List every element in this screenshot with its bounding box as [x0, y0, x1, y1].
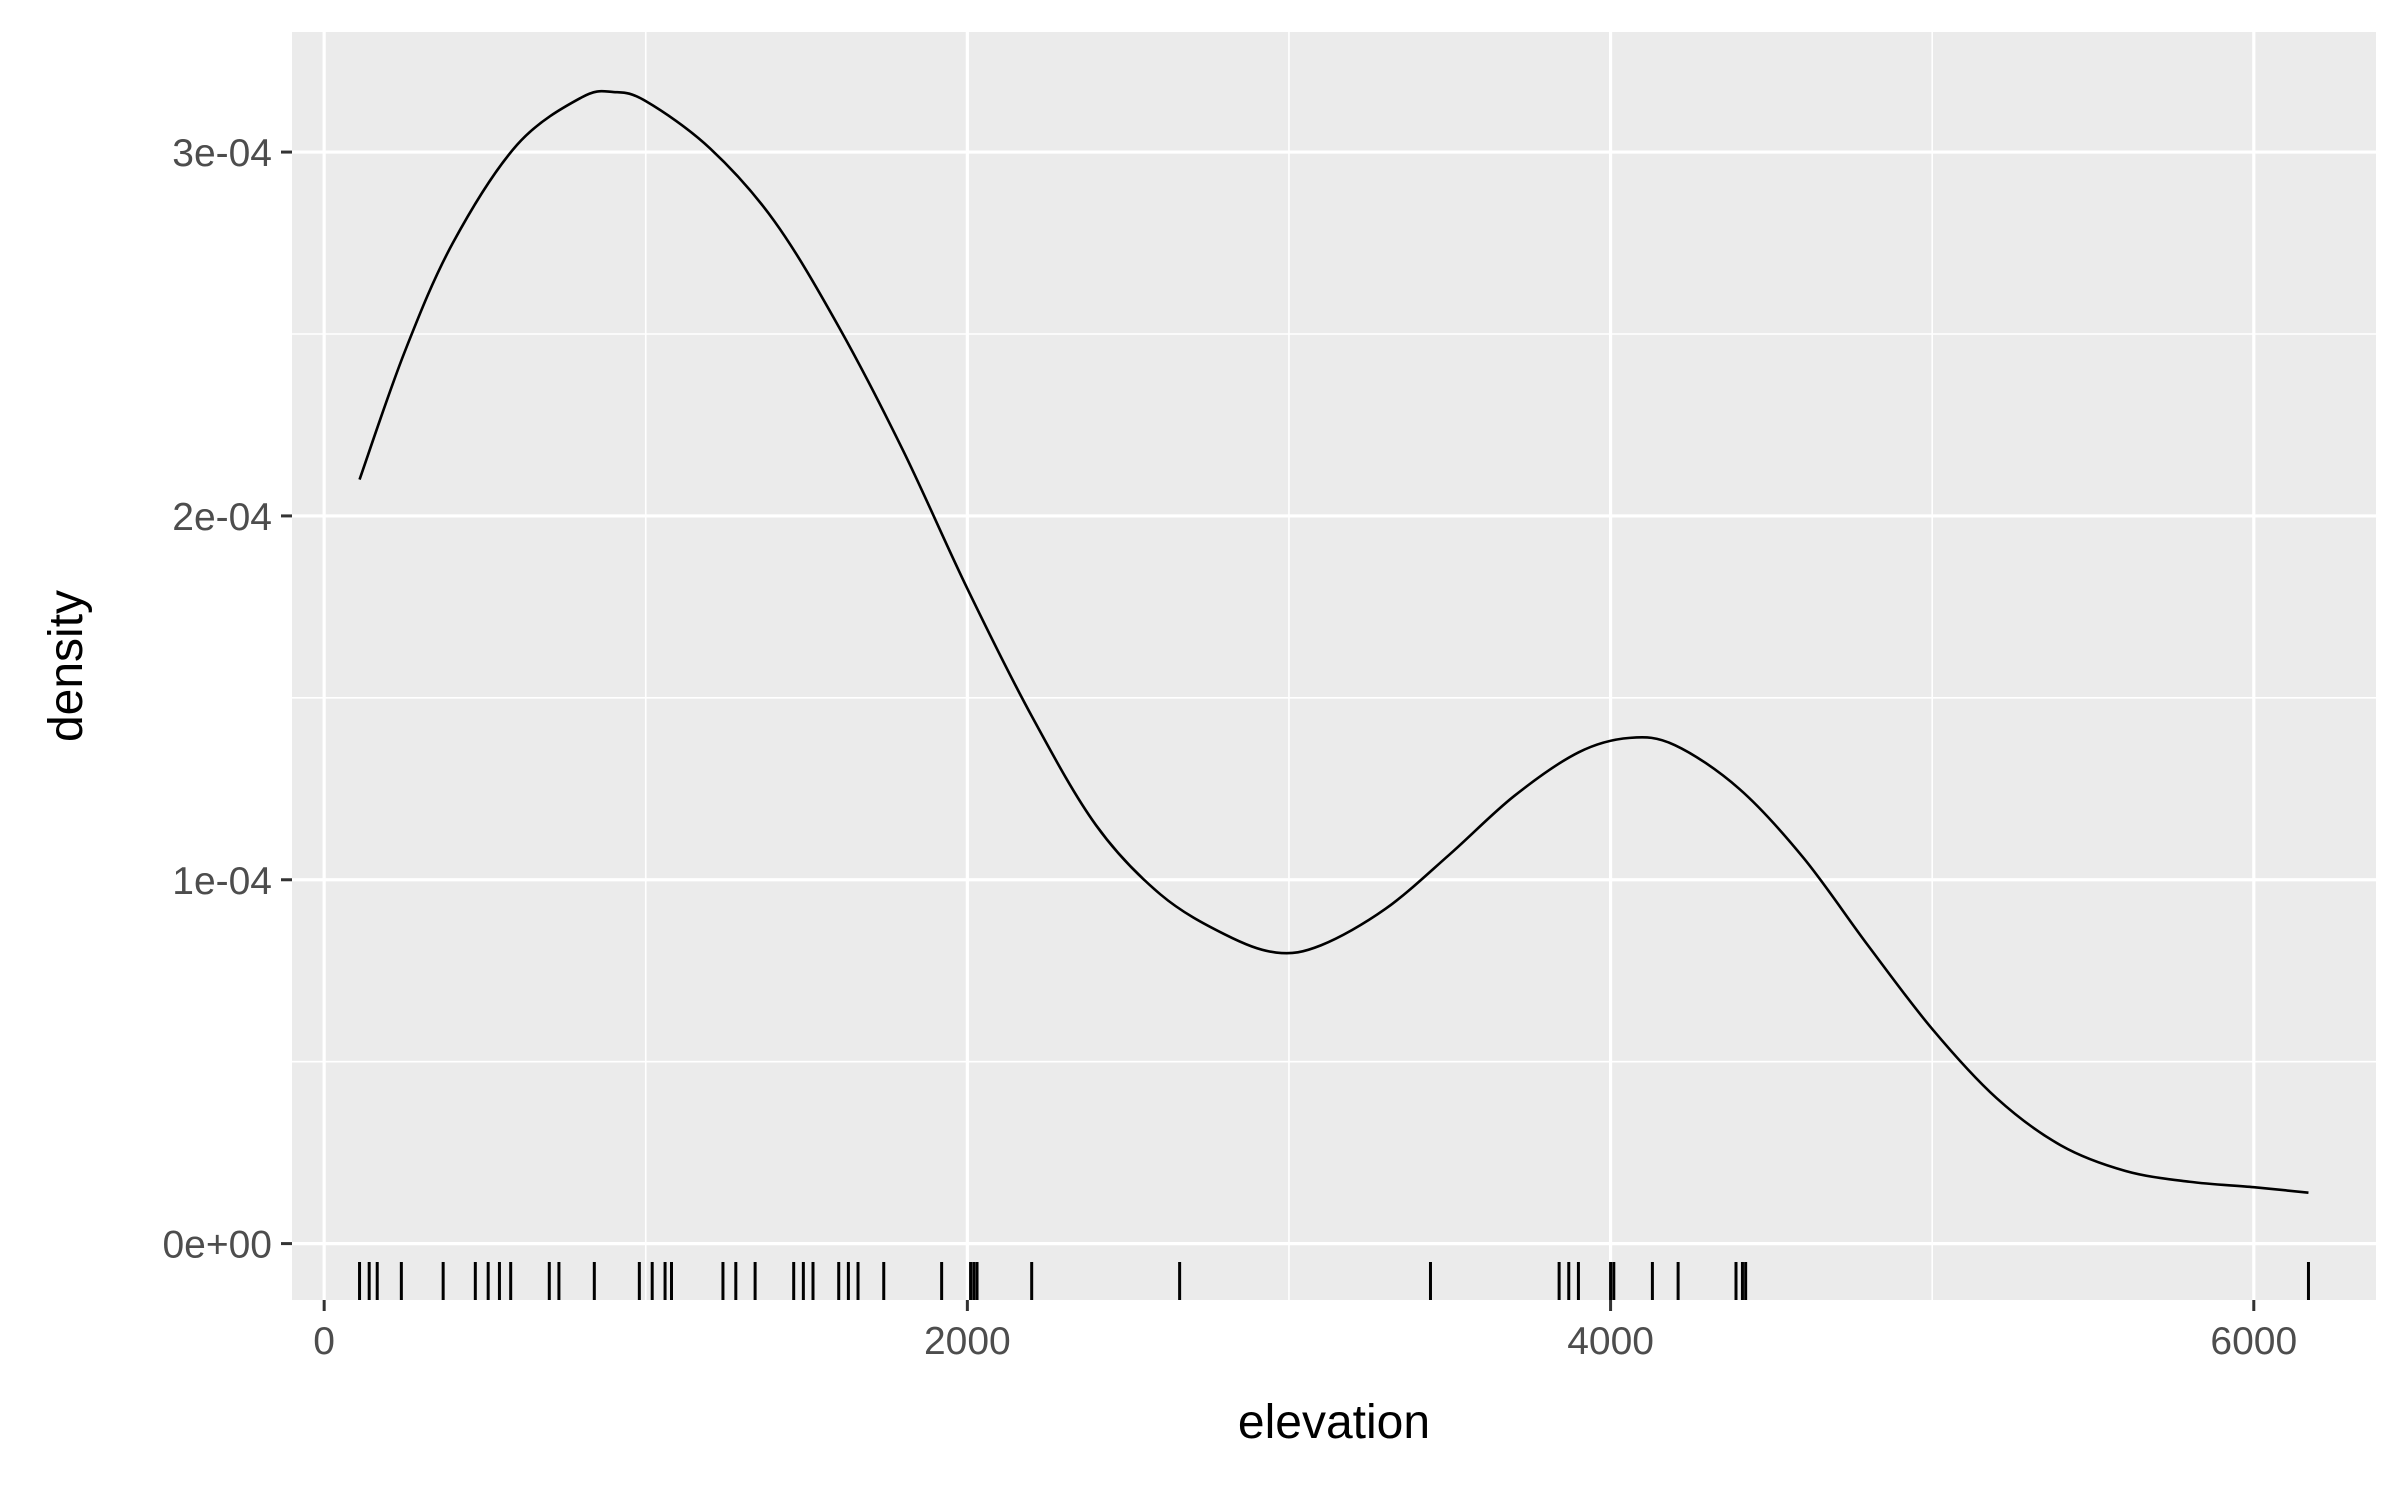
x-tick-label: 0	[313, 1320, 335, 1363]
y-axis-title: density	[40, 590, 93, 742]
x-axis: 0 2000 4000 6000	[313, 1300, 2297, 1363]
major-gridlines	[292, 32, 2376, 1300]
x-axis-title: elevation	[1238, 1396, 1430, 1449]
y-tick-label: 3e-04	[172, 132, 272, 175]
panel-background	[292, 32, 2376, 1300]
y-tick-label: 2e-04	[172, 496, 272, 539]
x-tick-label: 2000	[924, 1320, 1011, 1363]
y-axis: 0e+00 1e-04 2e-04 3e-04	[162, 132, 292, 1267]
y-tick-label: 0e+00	[162, 1224, 272, 1267]
minor-gridlines	[292, 32, 2376, 1300]
y-tick-label: 1e-04	[172, 860, 272, 903]
rug-marks	[358, 1262, 2310, 1300]
density-curve	[358, 89, 2309, 1194]
x-tick-label: 4000	[1567, 1320, 1654, 1363]
x-tick-label: 6000	[2210, 1320, 2297, 1363]
